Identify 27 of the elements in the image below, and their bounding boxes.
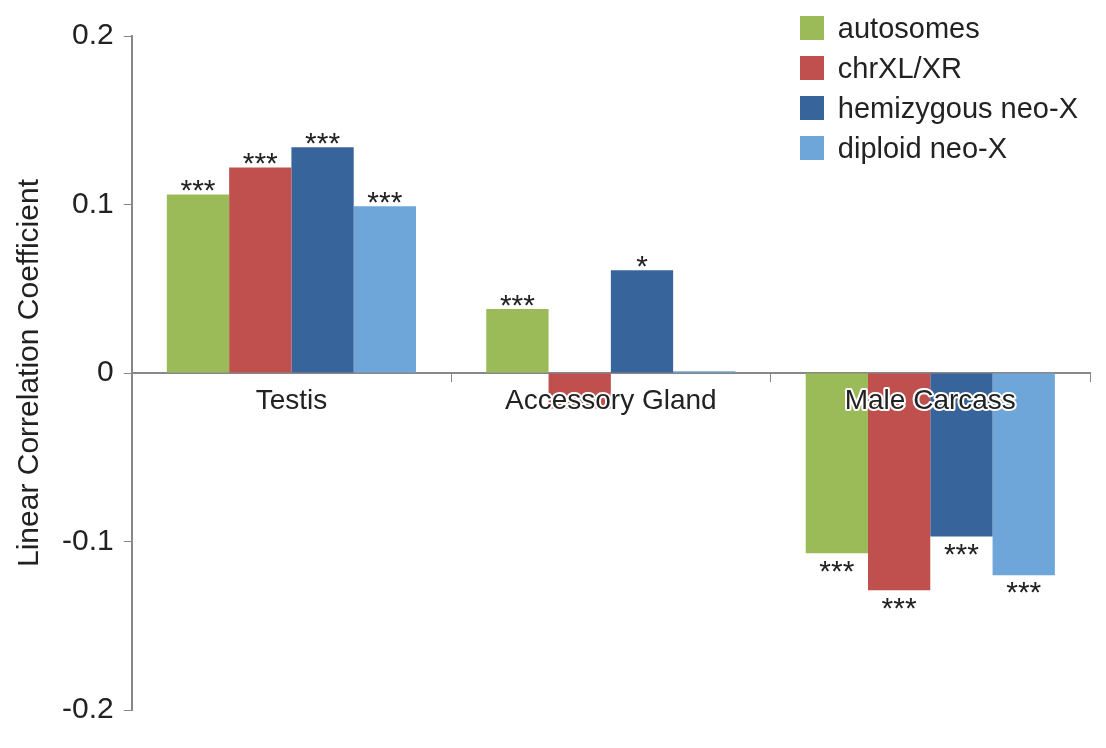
- y-tick-label: -0.1: [61, 522, 114, 556]
- annotation: ***: [367, 185, 403, 219]
- y-axis-title: Linear Correlation Coefficient: [11, 178, 45, 567]
- bar: [610, 270, 674, 373]
- annotation: ***: [242, 146, 279, 180]
- bar: [353, 206, 416, 373]
- bar: [166, 194, 230, 373]
- legend-label: diploid neo-X: [837, 131, 1008, 165]
- legend-label: chrXL/XR: [837, 51, 962, 85]
- annotation: ***: [499, 287, 536, 321]
- annotation: ***: [1006, 575, 1042, 609]
- annotation: ***: [881, 590, 917, 624]
- annotation: ***: [305, 126, 341, 160]
- legend-label: hemizygous neo-X: [837, 91, 1078, 125]
- y-tick-label: -0.2: [61, 691, 114, 725]
- annotation: ***: [180, 173, 216, 207]
- x-tick-label: Testis: [255, 383, 328, 415]
- y-tick-label: 0.2: [71, 17, 114, 51]
- bar: [229, 167, 292, 373]
- annotation: ***: [819, 553, 855, 587]
- annotation: ***: [943, 536, 980, 570]
- y-tick-label: 0: [97, 354, 114, 388]
- bar: [291, 147, 354, 373]
- y-tick-label: 0.1: [71, 185, 114, 219]
- annotation: *: [636, 249, 649, 283]
- bar: [486, 308, 549, 373]
- legend-label: autosomes: [837, 11, 980, 45]
